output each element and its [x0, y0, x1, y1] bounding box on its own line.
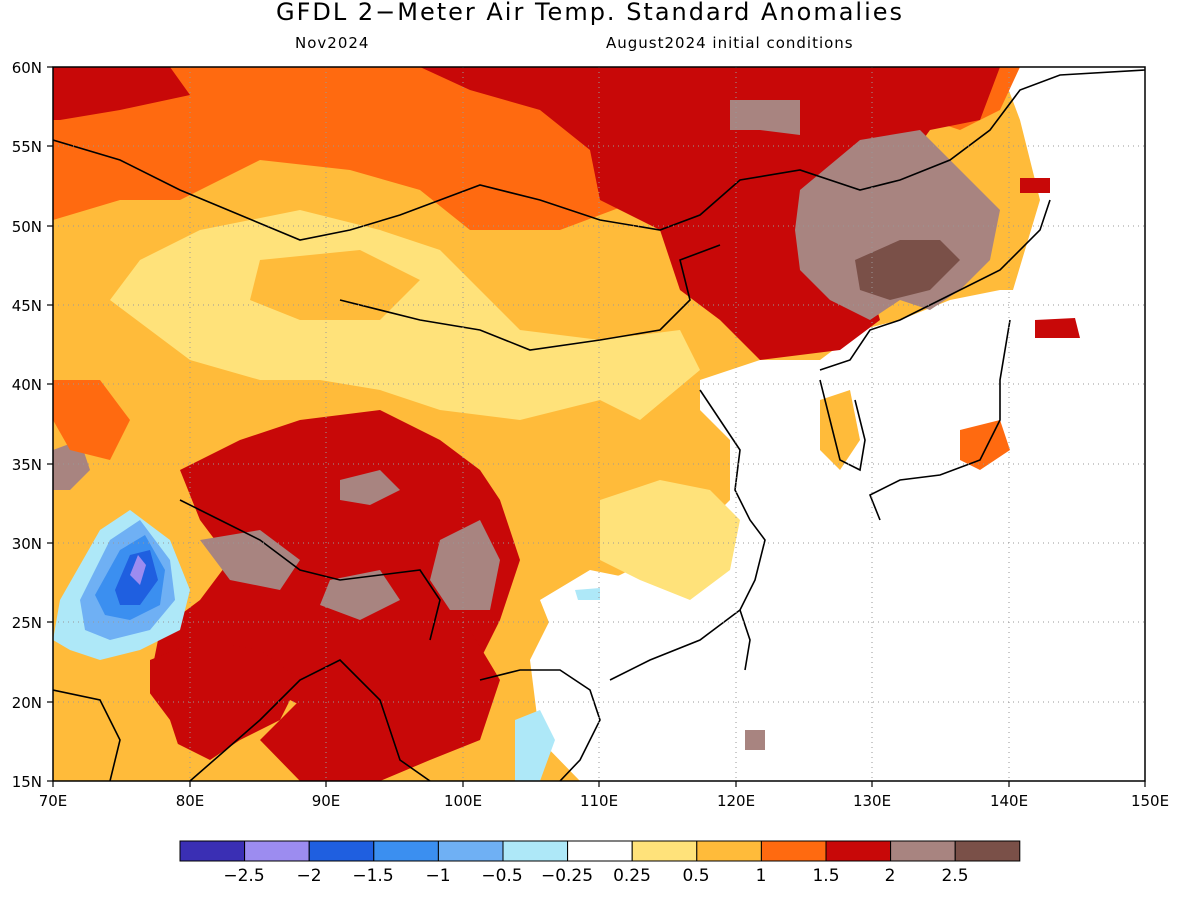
- legend-label: −0.25: [540, 866, 594, 886]
- korea-orange: [820, 390, 860, 470]
- legend-label: 0.25: [613, 866, 651, 886]
- indochina-coast: [479, 669, 601, 781]
- ne-dark: [855, 240, 960, 300]
- india-orange: [95, 680, 190, 781]
- x-tick-labels: 70E 80E 90E 100E 110E 120E 130E 140E 150…: [39, 792, 1169, 810]
- gridlines: [53, 67, 1145, 781]
- legend-colorbar: [179, 840, 1021, 862]
- init-conditions: August2024 initial conditions: [606, 34, 854, 52]
- y-tick-labels: 60N 55N 50N 45N 40N 35N 30N 25N 20N 15N: [12, 59, 42, 791]
- legend-swatch: [890, 840, 956, 862]
- legend-label: −2: [296, 866, 322, 886]
- se-china-yellow: [600, 480, 740, 600]
- y-tick-label: 20N: [12, 694, 42, 712]
- legend-swatch: [825, 840, 892, 862]
- x-tick-label: 70E: [39, 792, 68, 810]
- x-tick-label: 80E: [176, 792, 205, 810]
- mongolia-border: [339, 244, 721, 351]
- china-coast: [609, 389, 766, 681]
- anomaly-fill: [53, 67, 1145, 781]
- legend-label: 0.5: [682, 866, 710, 886]
- hokkaido-red: [1035, 318, 1080, 338]
- ne-coast: [819, 199, 1051, 371]
- legend-label: −0.5: [481, 866, 523, 886]
- west-purple: [130, 555, 146, 585]
- legend-label: 2: [884, 866, 896, 886]
- legend-swatch: [696, 840, 762, 862]
- japan-orange: [960, 420, 1010, 470]
- legend-swatch: [244, 840, 310, 862]
- legend-label: −1.5: [352, 866, 394, 886]
- y-tick-label: 35N: [12, 456, 42, 474]
- himalaya-border: [179, 499, 441, 641]
- x-tick-label: 100E: [444, 792, 482, 810]
- y-tick-label: 50N: [12, 218, 42, 236]
- y-tick-label: 40N: [12, 376, 42, 394]
- sakhalin-red: [1020, 178, 1050, 193]
- x-tick-label: 140E: [990, 792, 1028, 810]
- legend-swatch: [760, 840, 827, 862]
- india-red: [150, 640, 300, 760]
- nw-red: [53, 67, 190, 120]
- x-tick-label: 110E: [580, 792, 618, 810]
- legend-swatch: [308, 840, 375, 862]
- y-tick-label: 60N: [12, 59, 42, 77]
- legend-label: −1: [425, 866, 451, 886]
- legend-swatch: [954, 840, 1021, 862]
- se-cyan: [575, 588, 600, 600]
- interior-yellow: [110, 210, 700, 420]
- vietnam-cyan: [515, 710, 555, 781]
- y-tick-label: 15N: [12, 773, 42, 791]
- japan-coast: [868, 319, 1011, 521]
- x-tick-label: 90E: [312, 792, 341, 810]
- legend-swatch: [179, 840, 246, 862]
- map-title: GFDL 2−Meter Air Temp. Standard Anomalie…: [275, 0, 905, 26]
- india-coast-w: [53, 689, 121, 781]
- y-tick-label: 45N: [12, 297, 42, 315]
- legend-swatch: [502, 840, 569, 862]
- valid-month: Nov2024: [295, 34, 370, 52]
- legend-label: −2.5: [223, 866, 265, 886]
- neutral-east: [530, 290, 1145, 781]
- korea-coast: [819, 379, 866, 472]
- x-tick-label: 130E: [853, 792, 891, 810]
- legend-swatch: [373, 840, 439, 862]
- tibet-brown-4: [340, 470, 400, 505]
- legend-swatch: [567, 840, 633, 862]
- x-tick-label: 120E: [717, 792, 755, 810]
- legend-label: 1.5: [812, 866, 840, 886]
- x-tick-label: 150E: [1131, 792, 1169, 810]
- y-tick-label: 30N: [12, 535, 42, 553]
- legend-label: 2.5: [941, 866, 969, 886]
- y-tick-label: 55N: [12, 138, 42, 156]
- tibet-brown-1: [200, 530, 300, 590]
- ne-brown: [795, 130, 1000, 320]
- bay-of-bengal-coast: [189, 659, 431, 781]
- ne-brown-small: [730, 100, 800, 135]
- west-orange: [53, 380, 130, 460]
- tibet-brown-2: [430, 520, 500, 610]
- y-tick-label: 25N: [12, 614, 42, 632]
- tick-marks: [47, 66, 1146, 787]
- neutral-north-east: [1000, 67, 1145, 300]
- taiwan-brown: [745, 730, 765, 750]
- legend-swatch: [631, 840, 698, 862]
- russia-border: [53, 69, 1145, 241]
- legend-label: 1: [755, 866, 767, 886]
- interior-orange: [250, 250, 420, 320]
- legend-swatch: [437, 840, 504, 862]
- taiwan-coast: [739, 609, 751, 671]
- coastlines: [53, 69, 1145, 781]
- tibet-brown-3: [320, 570, 400, 620]
